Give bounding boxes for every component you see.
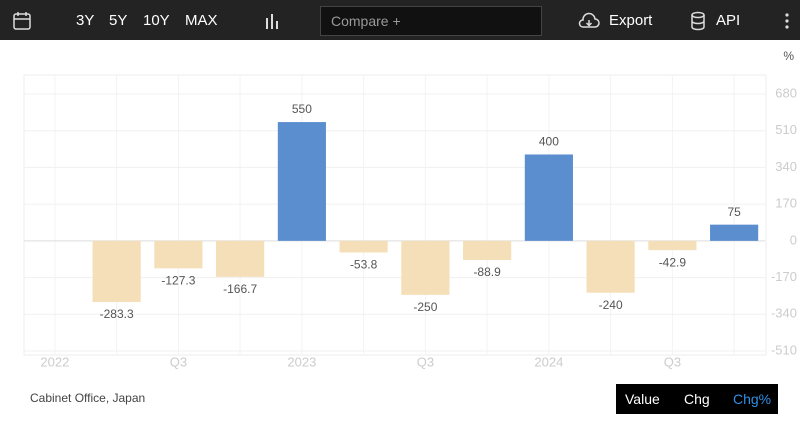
bar: [648, 240, 697, 251]
data-label: -250: [413, 300, 437, 314]
mode-button[interactable]: Chg%: [733, 391, 772, 407]
x-tick-label: 2022: [40, 354, 69, 369]
x-tick-label: Q3: [417, 354, 434, 369]
range-button[interactable]: MAX: [185, 12, 218, 29]
data-label: -240: [599, 298, 623, 312]
bar: [92, 240, 141, 303]
y-tick-label: 0: [790, 232, 797, 247]
source: Cabinet Office, Japan: [30, 391, 146, 405]
y-tick-label: -170: [771, 269, 797, 284]
bar: [339, 240, 388, 253]
compare-input[interactable]: Compare +: [320, 6, 542, 36]
y-tick-label: 340: [775, 159, 797, 174]
data-label: -42.9: [659, 255, 687, 269]
plot-frame: [23, 74, 767, 356]
mode-switch: Value Chg Chg%: [616, 384, 778, 414]
bar: [216, 240, 265, 277]
unit-label: %: [783, 49, 794, 63]
bar: [524, 154, 573, 241]
data-label: -283.3: [100, 307, 134, 321]
x-tick-label: 2024: [534, 354, 563, 369]
mode-button[interactable]: Chg: [684, 391, 710, 407]
chart-type-icon[interactable]: [264, 12, 282, 30]
data-label: 75: [727, 205, 741, 219]
bar: [277, 122, 326, 241]
data-label: 550: [292, 102, 312, 116]
toolbar: 3Y 5Y 10Y MAX Compare + Export API: [0, 0, 800, 40]
bar: [710, 224, 759, 241]
data-label: -166.7: [223, 282, 257, 296]
api-button[interactable]: API: [716, 12, 741, 29]
bar: [401, 240, 450, 295]
database-icon[interactable]: [690, 11, 706, 31]
chart: % -510 -340 -170 0 170 340 510 680 2022 -283.3 Q3 -…: [23, 49, 797, 369]
data-label: -53.8: [350, 258, 378, 272]
y-tick-label: 680: [775, 85, 797, 100]
bar: [154, 240, 203, 269]
y-tick-label: -340: [771, 306, 797, 321]
range-button[interactable]: 3Y: [76, 12, 95, 29]
data-label: -88.9: [473, 265, 501, 279]
y-tick-label: 510: [775, 122, 797, 137]
y-tick-label: -510: [771, 342, 797, 357]
range-button[interactable]: 10Y: [143, 12, 170, 29]
cloud-icon[interactable]: [577, 12, 601, 30]
bar: [463, 240, 512, 261]
export-button[interactable]: Export: [609, 12, 653, 29]
calendar-icon[interactable]: [12, 11, 32, 31]
menu-icon[interactable]: [784, 12, 790, 30]
range-button[interactable]: 5Y: [109, 12, 128, 29]
bar: [586, 240, 635, 293]
x-tick-label: 2023: [287, 354, 316, 369]
y-tick-label: 170: [775, 196, 797, 211]
data-label: 400: [539, 135, 559, 149]
x-tick-label: Q3: [170, 354, 187, 369]
x-tick-label: Q3: [664, 354, 681, 369]
mode-button[interactable]: Value: [625, 391, 660, 407]
data-label: -127.3: [161, 274, 195, 288]
